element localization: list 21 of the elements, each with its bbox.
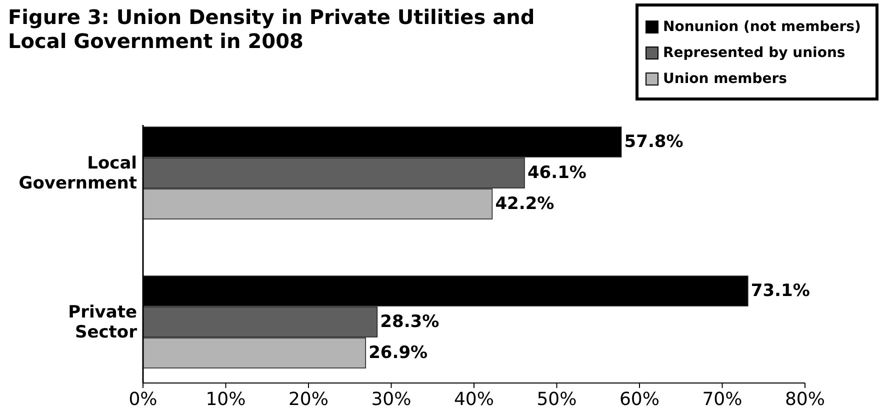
data-label: 42.2% bbox=[495, 194, 554, 214]
x-tick-label: 20% bbox=[288, 389, 329, 409]
chart-title: Figure 3: Union Density in Private Utilities and Local Government in 2008 bbox=[8, 5, 535, 53]
legend-label: Union members bbox=[663, 71, 788, 87]
y-tick-label: Private Sector bbox=[68, 302, 138, 342]
legend-label: Represented by unions bbox=[663, 45, 846, 61]
x-tick-label: 10% bbox=[206, 389, 246, 409]
y-tick-label: Local Government bbox=[18, 154, 137, 194]
data-label: 28.3% bbox=[380, 312, 440, 332]
x-tick-label: 30% bbox=[371, 389, 412, 409]
x-tick-label: 60% bbox=[619, 389, 660, 409]
x-tick-label: 40% bbox=[454, 389, 494, 409]
data-label: 73.1% bbox=[750, 281, 810, 301]
x-tick-label: 70% bbox=[702, 389, 742, 409]
x-tick-label: 80% bbox=[784, 389, 826, 409]
legend-label: Nonunion (not members) bbox=[663, 19, 861, 35]
data-label: 46.1% bbox=[527, 163, 586, 183]
data-label: 26.9% bbox=[368, 343, 428, 363]
x-tick-label: 50% bbox=[536, 389, 577, 409]
x-tick-label: 0% bbox=[128, 389, 158, 409]
data-label: 57.8% bbox=[624, 132, 684, 152]
